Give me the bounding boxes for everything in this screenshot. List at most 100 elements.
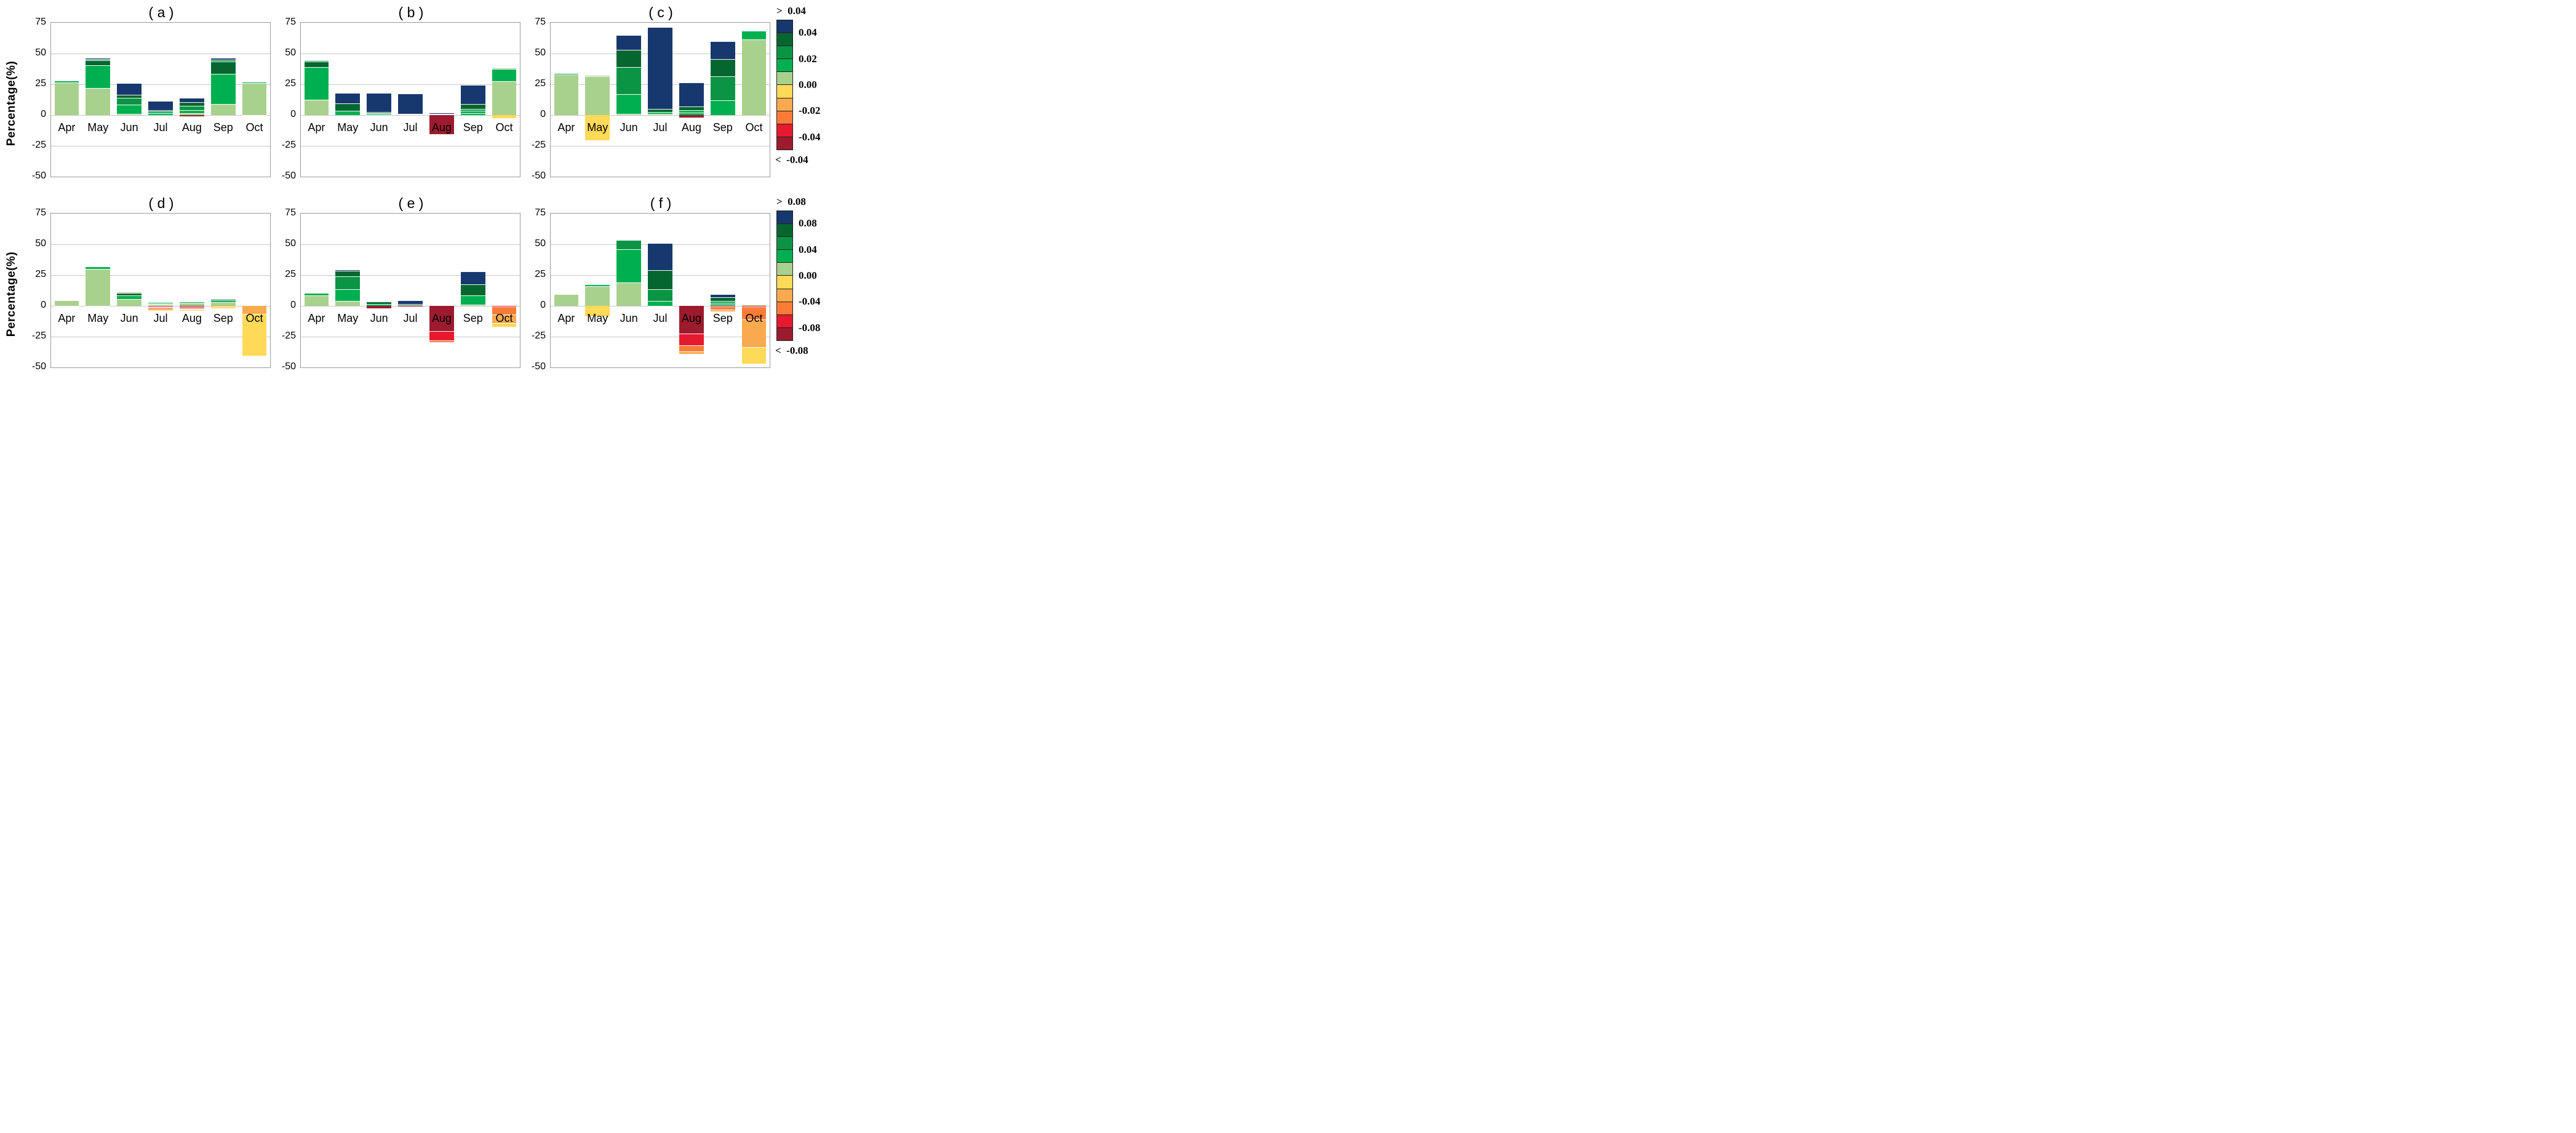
bar-segment-f-jul-pos2 bbox=[648, 270, 672, 289]
bar-slot-c-aug: Aug bbox=[676, 23, 707, 177]
bar-segment-c-oct-pos1 bbox=[741, 31, 767, 39]
month-label-jun: Jun bbox=[620, 312, 638, 324]
colorbar-cell-lorange bbox=[777, 98, 792, 111]
bar-segment-d-aug-neg0 bbox=[180, 306, 204, 308]
bar-slot-d-jun: Jun bbox=[114, 214, 145, 367]
bar-segment-b-apr-pos2 bbox=[304, 62, 329, 67]
bar-positive-stack bbox=[180, 98, 204, 115]
bar-segment-a-aug-pos0 bbox=[180, 113, 204, 115]
bar-slot-f-sep: Sep bbox=[707, 214, 738, 367]
bar-segment-e-apr-pos1 bbox=[304, 293, 329, 295]
colorbar bbox=[776, 210, 793, 341]
colorbar-cell-red bbox=[777, 124, 792, 137]
y-tick-label: -25 bbox=[281, 330, 296, 341]
bar-segment-b-apr-pos3 bbox=[304, 60, 329, 62]
bar-segment-d-oct-neg0 bbox=[242, 306, 267, 314]
y-tick-label: 0 bbox=[41, 109, 46, 119]
y-tick-label: 50 bbox=[285, 238, 296, 249]
bar-positive-stack bbox=[429, 113, 454, 115]
bar-segment-e-oct-neg0 bbox=[492, 306, 517, 307]
legend-bottom-label: < -0.08 bbox=[775, 345, 808, 356]
bar-segment-e-may-pos3 bbox=[335, 271, 361, 276]
bar-segment-c-may-neg0 bbox=[585, 115, 610, 141]
y-tick-label: -50 bbox=[281, 361, 296, 372]
bar-positive-stack bbox=[304, 60, 329, 115]
month-label-oct: Oct bbox=[245, 121, 263, 134]
y-tick-label: 0 bbox=[540, 300, 546, 310]
panel-body-c: 75 50 25 0 -25 -50 Apr May Jun Jul Aug Sep Oct bbox=[522, 17, 772, 181]
plot-area-a: Apr May Jun Jul Aug Sep Oct bbox=[50, 22, 271, 177]
plot-area-d: Apr May Jun Jul Aug Sep Oct bbox=[50, 213, 271, 368]
bar-segment-b-aug-pos1 bbox=[429, 113, 454, 114]
bar-segment-d-aug-pos0 bbox=[180, 303, 204, 306]
bar-positive-stack bbox=[616, 239, 641, 306]
y-tick-label: 50 bbox=[535, 238, 546, 249]
bar-segment-c-aug-pos3 bbox=[679, 82, 704, 106]
bar-segment-b-apr-pos0 bbox=[304, 100, 329, 115]
bar-segment-e-jun-neg0 bbox=[367, 306, 391, 309]
bar-segment-c-sep-pos0 bbox=[710, 100, 735, 115]
bar-segment-e-oct-neg3 bbox=[492, 324, 517, 327]
legend-boundary-label: -0.08 bbox=[799, 321, 821, 334]
legend-top-label: > 0.08 bbox=[776, 196, 806, 207]
month-label-oct: Oct bbox=[745, 312, 763, 324]
bar-negative-stack bbox=[710, 306, 735, 312]
bar-negative-stack bbox=[180, 306, 204, 311]
bar-segment-d-sep-pos0 bbox=[210, 302, 236, 306]
legend-bar-wrap: 0.04 0.02 0.00 -0.02 -0.04 bbox=[776, 20, 847, 150]
y-tick-label: 0 bbox=[290, 109, 296, 119]
y-tick-label: -50 bbox=[31, 361, 46, 372]
gridline bbox=[301, 84, 520, 85]
bar-segment-f-sep-neg2 bbox=[710, 310, 735, 312]
month-label-apr: Apr bbox=[58, 121, 76, 134]
bar-positive-stack bbox=[460, 271, 485, 306]
gridline bbox=[551, 115, 770, 116]
bar-segment-f-aug-neg2 bbox=[679, 346, 704, 352]
month-label-sep: Sep bbox=[712, 312, 733, 324]
month-label-jul: Jul bbox=[153, 312, 168, 324]
bar-segment-a-aug-pos1 bbox=[180, 110, 204, 113]
legend-boundary-label: 0.04 bbox=[799, 243, 817, 255]
bar-segment-a-aug-pos4 bbox=[180, 98, 204, 102]
bar-segment-e-may-pos2 bbox=[335, 276, 361, 289]
bar-segment-d-oct-neg1 bbox=[242, 314, 267, 356]
bar-slot-f-aug: Aug bbox=[676, 214, 707, 367]
legend-boundary-label: -0.02 bbox=[799, 105, 821, 117]
bar-segment-f-sep-neg0 bbox=[710, 306, 735, 308]
legend-bar-wrap: 0.08 0.04 0.00 -0.04 -0.08 bbox=[776, 210, 847, 341]
bar-segment-e-may-pos0 bbox=[335, 301, 361, 306]
bar-segment-c-sep-pos2 bbox=[710, 59, 735, 76]
colorbar-cell-dgreen bbox=[777, 224, 792, 238]
bar-segment-d-aug-pos1 bbox=[180, 302, 204, 303]
panel-title-a: ( a ) bbox=[148, 4, 174, 20]
bar-segment-b-oct-pos0 bbox=[492, 81, 517, 115]
bar-positive-stack bbox=[710, 41, 735, 115]
bar-segment-b-sep-pos1 bbox=[460, 111, 485, 113]
y-tick-label: -25 bbox=[31, 330, 46, 341]
bar-slot-c-oct: Oct bbox=[738, 23, 770, 177]
panel-b: ( b ) 75 50 25 0 -25 -50 Apr May Jun Jul Aug Sep Oct bbox=[272, 4, 522, 181]
bar-negative-stack bbox=[585, 306, 610, 317]
y-tick-label: 50 bbox=[535, 47, 546, 58]
month-label-jul: Jul bbox=[653, 121, 668, 134]
bar-slot-e-may: May bbox=[332, 214, 364, 367]
panel-title-c: ( c ) bbox=[648, 4, 673, 20]
bar-negative-stack bbox=[148, 306, 173, 311]
bar-segment-c-jul-pos2 bbox=[648, 109, 672, 112]
bar-slot-c-jul: Jul bbox=[645, 23, 676, 177]
bar-positive-stack bbox=[741, 31, 767, 115]
bar-slot-b-apr: Apr bbox=[301, 23, 332, 177]
y-ticks-e: 75 50 25 0 -25 -50 bbox=[272, 207, 300, 372]
bar-positive-stack bbox=[492, 68, 517, 115]
bar-segment-b-apr-pos1 bbox=[304, 67, 329, 100]
bar-segment-f-may-pos1 bbox=[585, 284, 610, 286]
bar-segment-f-oct-neg1 bbox=[741, 306, 767, 320]
bar-segment-b-jun-pos0 bbox=[367, 114, 391, 115]
month-label-aug: Aug bbox=[431, 121, 452, 134]
bar-slot-f-oct: Oct bbox=[738, 214, 770, 367]
bar-segment-d-sep-neg1 bbox=[210, 306, 236, 309]
bar-segment-e-aug-neg2 bbox=[429, 341, 454, 343]
bar-segment-e-jun-neg1 bbox=[367, 308, 391, 310]
bar-segment-d-jun-pos3 bbox=[117, 292, 142, 293]
bar-positive-stack bbox=[616, 35, 641, 115]
